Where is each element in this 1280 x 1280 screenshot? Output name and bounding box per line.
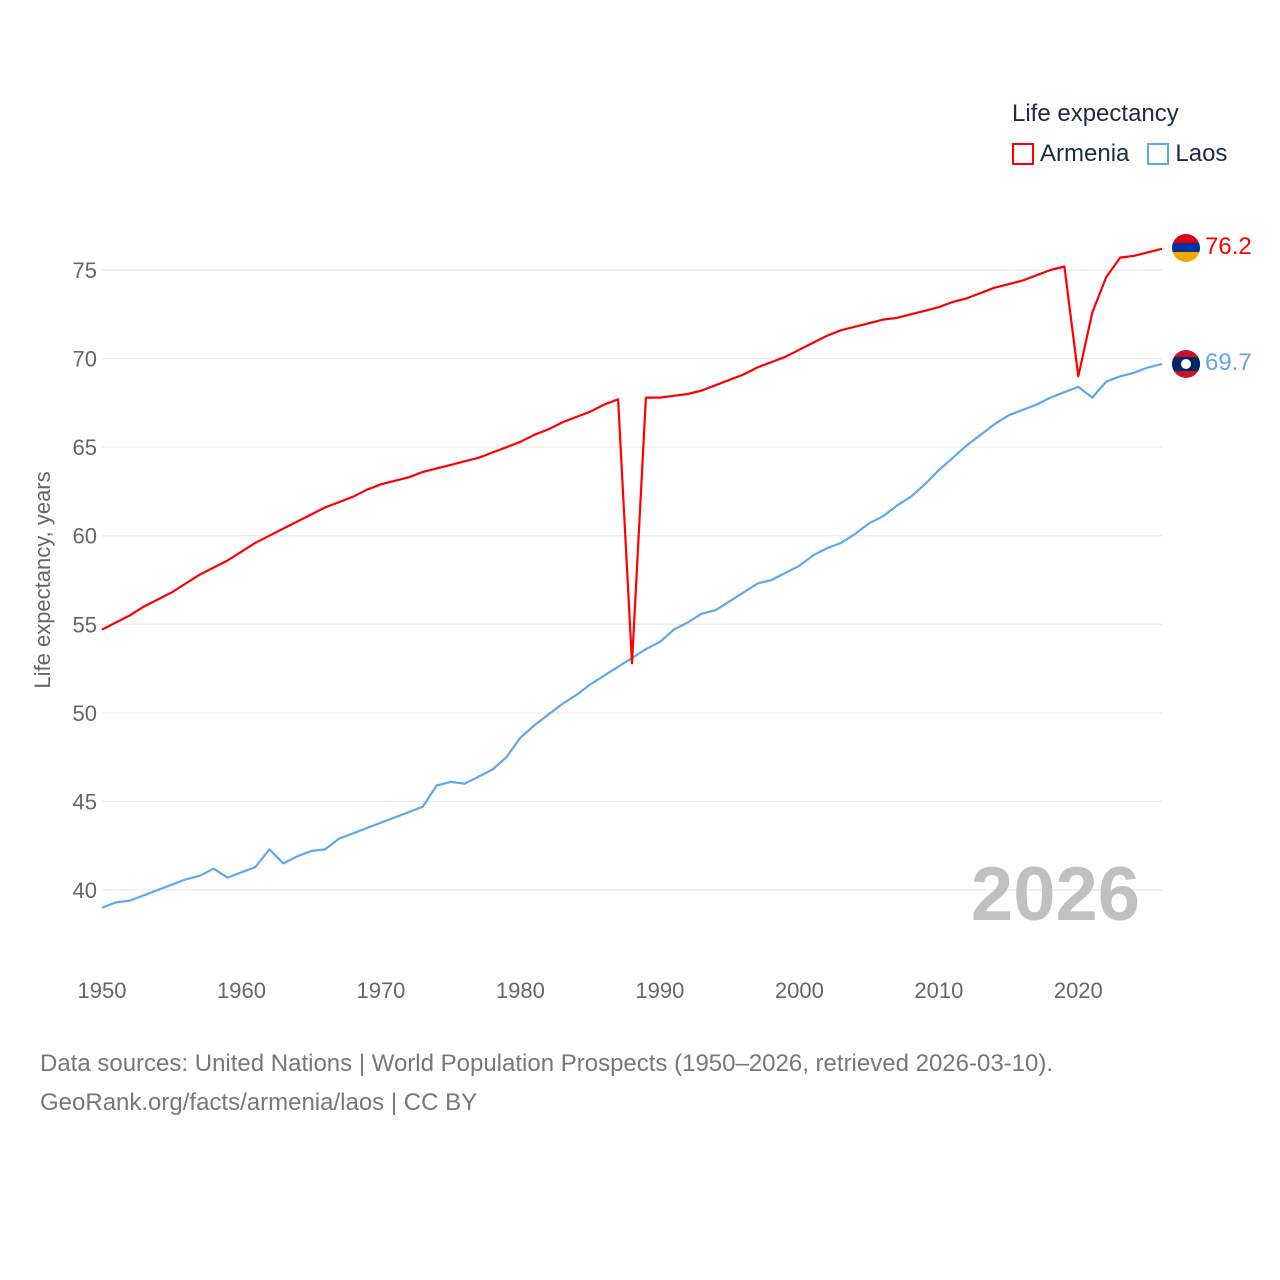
x-tick-label: 1990 xyxy=(635,978,684,1003)
source-line: Data sources: United Nations | World Pop… xyxy=(40,1050,1054,1077)
x-tick-label: 1950 xyxy=(78,978,127,1003)
year-watermark: 2026 xyxy=(971,852,1140,937)
laos-flag-icon xyxy=(1172,350,1200,378)
x-tick-label: 2010 xyxy=(914,978,963,1003)
x-tick-label: 1980 xyxy=(496,978,545,1003)
y-tick-label: 40 xyxy=(73,878,97,903)
armenia-flag-icon xyxy=(1172,234,1200,262)
y-axis-label: Life expectancy, years xyxy=(30,471,55,688)
legend-label: Armenia xyxy=(1040,140,1130,167)
legend: Life expectancy Armenia Laos xyxy=(1012,100,1227,168)
y-tick-label: 75 xyxy=(73,258,97,283)
legend-item-armenia[interactable]: Armenia xyxy=(1012,140,1129,168)
x-tick-label: 1960 xyxy=(217,978,266,1003)
armenia-swatch xyxy=(1012,143,1034,165)
legend-title: Life expectancy xyxy=(1012,100,1179,127)
x-tick-label: 2020 xyxy=(1054,978,1103,1003)
laos-end-label: 69.7 xyxy=(1205,349,1252,376)
laos-swatch xyxy=(1147,143,1170,165)
source-note: Data sources: United Nations | World Pop… xyxy=(40,1044,1053,1122)
series-line-armenia[interactable] xyxy=(101,247,1163,665)
legend-item-laos[interactable]: Laos xyxy=(1147,140,1227,168)
series-line-laos[interactable] xyxy=(101,362,1163,909)
y-tick-label: 70 xyxy=(73,347,97,372)
x-tick-label: 1970 xyxy=(356,978,405,1003)
y-tick-label: 60 xyxy=(73,524,97,549)
y-tick-label: 55 xyxy=(73,612,97,637)
source-link[interactable]: GeoRank.org/facts/armenia/laos | CC BY xyxy=(40,1089,478,1116)
legend-label: Laos xyxy=(1175,140,1228,167)
y-tick-label: 50 xyxy=(73,701,97,726)
y-tick-label: 45 xyxy=(73,789,97,814)
armenia-end-label: 76.2 xyxy=(1205,233,1252,260)
y-tick-label: 65 xyxy=(73,435,97,460)
x-tick-label: 2000 xyxy=(775,978,824,1003)
